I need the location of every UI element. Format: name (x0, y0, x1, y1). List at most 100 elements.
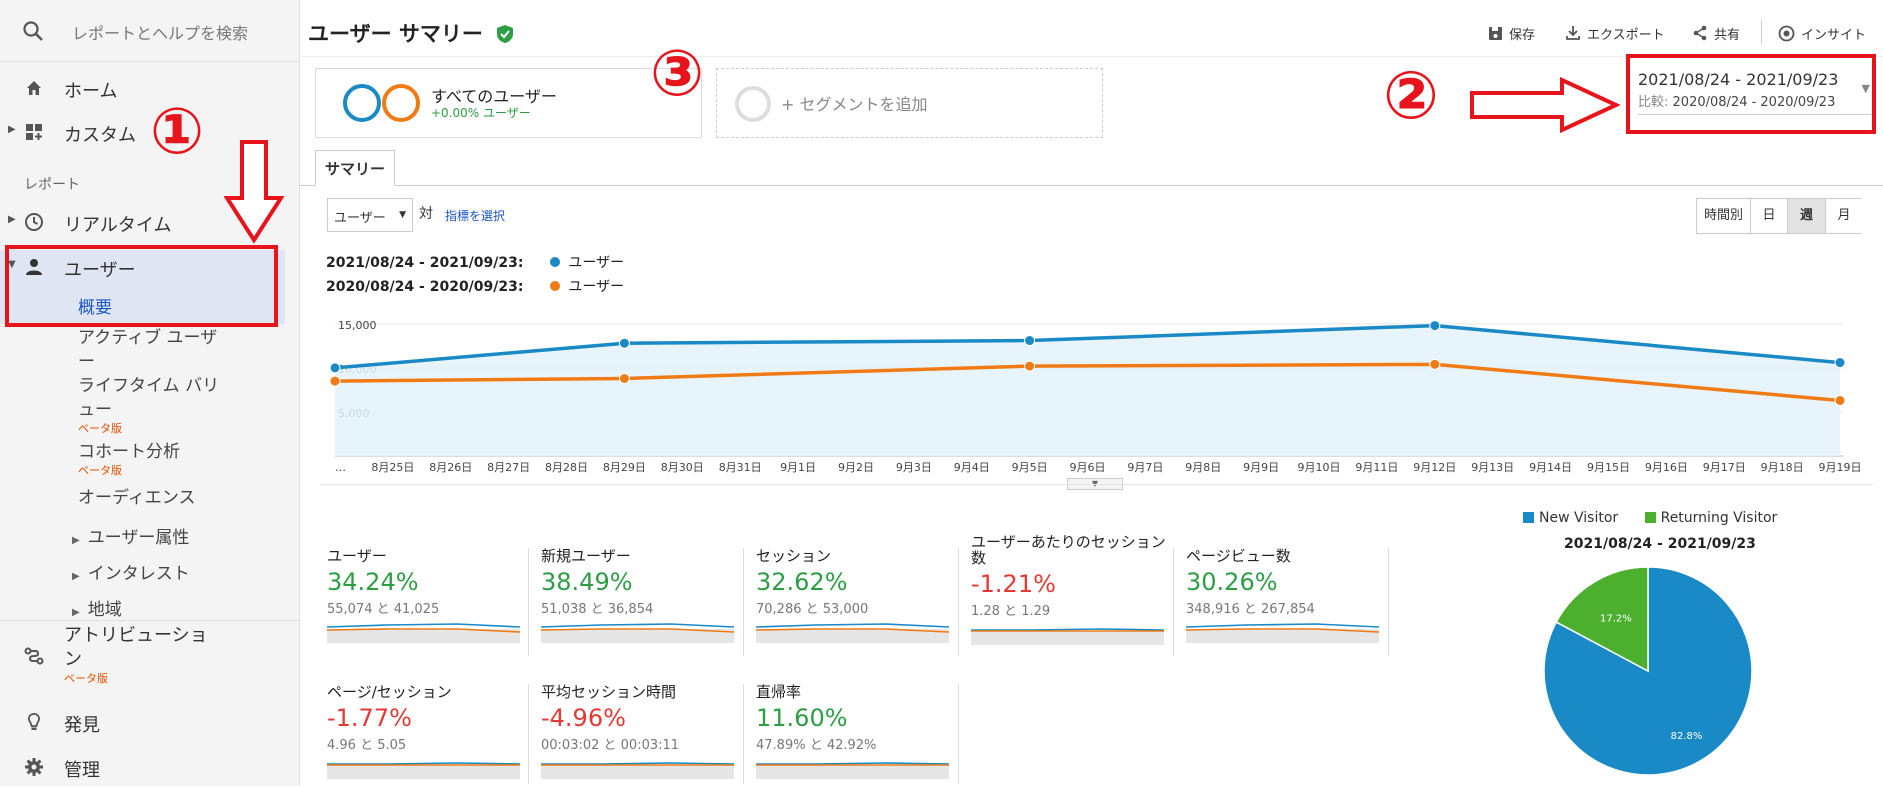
segment-all-users[interactable]: すべてのユーザー +0.00% ユーザー (315, 68, 702, 138)
nav-user-attributes[interactable]: ▶ ユーザー属性 (72, 523, 189, 548)
annotation-box-1 (5, 245, 278, 327)
nav-interests[interactable]: ▶ インタレスト (72, 559, 190, 584)
line-chart: 15,00010,0005,000…8月25日8月26日8月27日8月28日8月… (329, 319, 1862, 474)
share-button[interactable]: 共有 (1692, 24, 1740, 43)
y-tick-label: 15,000 (338, 319, 377, 332)
metric-divider (528, 684, 529, 784)
data-point (618, 337, 630, 349)
x-tick-label: 8月25日 (371, 461, 414, 474)
metric-select[interactable]: ユーザー ▼ (327, 198, 413, 232)
x-tick-label: 8月29日 (603, 461, 646, 474)
metric-comparison: 1.28 と 1.29 (971, 604, 1051, 619)
chevron-down-icon: ▼ (1861, 82, 1870, 95)
sparkline-current (755, 623, 950, 628)
date-range-picker[interactable]: 2021/08/24 - 2021/09/23 比較: 2020/08/24 -… (1638, 70, 1872, 110)
sparkline-compare (326, 628, 521, 633)
share-icon (1693, 25, 1707, 41)
compare-label: 比較: (1638, 95, 1669, 110)
nav-overview[interactable]: 概要 (78, 298, 112, 318)
save-icon (1489, 27, 1502, 40)
nav-attribution-label-1: アトリビューショ (64, 625, 208, 646)
granularity-hourly-button[interactable]: 時間別 (1697, 199, 1751, 233)
data-point (1834, 357, 1846, 369)
beta-badge: ベータ版 (78, 422, 122, 435)
metric-card[interactable]: ユーザーあたりのセッション数 -1.21% 1.28 と 1.29 (971, 534, 1171, 649)
metric-card[interactable]: 直帰率 11.60% 47.89% と 42.92% (756, 684, 956, 783)
sparkline-current (541, 762, 735, 765)
annotation-down-arrow (224, 140, 284, 244)
nav-users[interactable]: ▼ ユーザー (0, 247, 300, 287)
nav-discover[interactable]: 発見 (0, 702, 300, 742)
metric-card[interactable]: セッション 32.62% 70,286 と 53,000 (755, 548, 956, 647)
nav-cohort[interactable]: コホート分析 (78, 442, 180, 462)
granularity-toggle: 時間別 日 週 月 (1696, 198, 1862, 234)
nav-home[interactable]: ホーム (0, 68, 300, 108)
metric-change: 38.49% (541, 568, 633, 596)
nav-custom[interactable]: ▶ カスタム (0, 112, 300, 152)
nav-active-users[interactable]: アクティブ ユーザ ー (78, 326, 217, 374)
tab-summary[interactable]: サマリー (315, 150, 395, 186)
metric-name: 直帰率 (756, 683, 802, 701)
metric-comparison: 47.89% と 42.92% (756, 738, 877, 753)
metric-card[interactable]: ページ/セッション -1.77% 4.96 と 5.05 (327, 684, 527, 783)
metric-name: ページ/セッション (327, 683, 452, 701)
add-segment-button[interactable]: + セグメントを追加 (716, 68, 1103, 138)
pie-slice-label: 17.2% (1600, 613, 1632, 624)
metric-sparkline (1185, 623, 1380, 643)
insight-icon (1778, 25, 1795, 42)
dashboard-grid-icon (24, 122, 44, 147)
x-tick-label: 9月17日 (1703, 461, 1746, 474)
metric-name: 新規ユーザー (541, 547, 631, 565)
date-range-current: 2021/08/24 - 2021/09/23 (1638, 70, 1839, 89)
sparkline-area (327, 629, 520, 643)
sparkline-compare (755, 628, 950, 633)
choose-metric-link[interactable]: 指標を選択 (445, 209, 506, 223)
pie-slice (1543, 566, 1753, 776)
nav-lifetime-value[interactable]: ライフタイム バリ ュー (78, 374, 219, 422)
nav-region[interactable]: ▶ 地域 (72, 595, 122, 620)
nav-lifetime-label-2: ュー (78, 400, 112, 420)
x-tick-label: 8月31日 (719, 461, 762, 474)
nav-realtime[interactable]: ▶ リアルタイム (0, 202, 300, 242)
legend-compare-series: ユーザー (568, 279, 625, 295)
metric-card[interactable]: 新規ユーザー 38.49% 51,038 と 36,854 (540, 547, 741, 647)
insight-button[interactable]: インサイト (1778, 24, 1866, 43)
x-tick-label: 9月4日 (954, 461, 990, 474)
sparkline-compare (1185, 628, 1380, 633)
save-button[interactable]: 保存 (1488, 24, 1535, 43)
nav-audience[interactable]: オーディエンス (78, 488, 196, 508)
metric-card[interactable]: 平均セッション時間 -4.96% 00:03:02 と 00:03:11 (541, 684, 741, 783)
export-label: エクスポート (1587, 28, 1665, 43)
metric-change: -1.77% (327, 704, 412, 732)
metric-sparkline (971, 628, 1165, 645)
x-tick-label: 9月5日 (1012, 461, 1048, 474)
metric-divider (1388, 548, 1389, 656)
caret-right-icon: ▶ (8, 214, 16, 225)
metric-select-value: ユーザー (334, 211, 386, 226)
metric-change: 11.60% (756, 704, 848, 732)
metric-card[interactable]: ユーザー 34.24% 55,074 と 41,025 (326, 547, 527, 647)
search-icon (22, 20, 44, 46)
nav-admin[interactable]: 管理 (0, 747, 300, 787)
x-tick-label: 9月11日 (1355, 461, 1398, 474)
vs-label: 対 (419, 206, 433, 222)
x-tick-label: 9月15日 (1587, 461, 1630, 474)
pie-chart: 82.8% 17.2% (1543, 566, 1753, 776)
pie-legend-new: New Visitor (1539, 510, 1619, 526)
person-icon (24, 257, 44, 282)
metric-change: 34.24% (327, 568, 419, 596)
granularity-week-button[interactable]: 週 (1788, 199, 1826, 233)
nav-attribution[interactable]: アトリビューショ ン (0, 624, 300, 684)
legend-current-dot (550, 257, 561, 267)
x-tick-label: … (335, 461, 346, 474)
granularity-month-button[interactable]: 月 (1826, 199, 1862, 233)
granularity-day-button[interactable]: 日 (1751, 199, 1788, 233)
search-bar[interactable]: レポートとヘルプを検索 (0, 0, 300, 62)
export-button[interactable]: エクスポート (1565, 24, 1665, 43)
sparkline-area (756, 765, 949, 779)
sparkline-current (1185, 623, 1380, 628)
metric-card[interactable]: ページビュー数 30.26% 348,916 と 267,854 (1185, 548, 1386, 647)
caret-right-icon: ▶ (72, 535, 80, 546)
x-tick-label: 8月30日 (661, 461, 704, 474)
metric-name: ユーザー (327, 547, 387, 565)
